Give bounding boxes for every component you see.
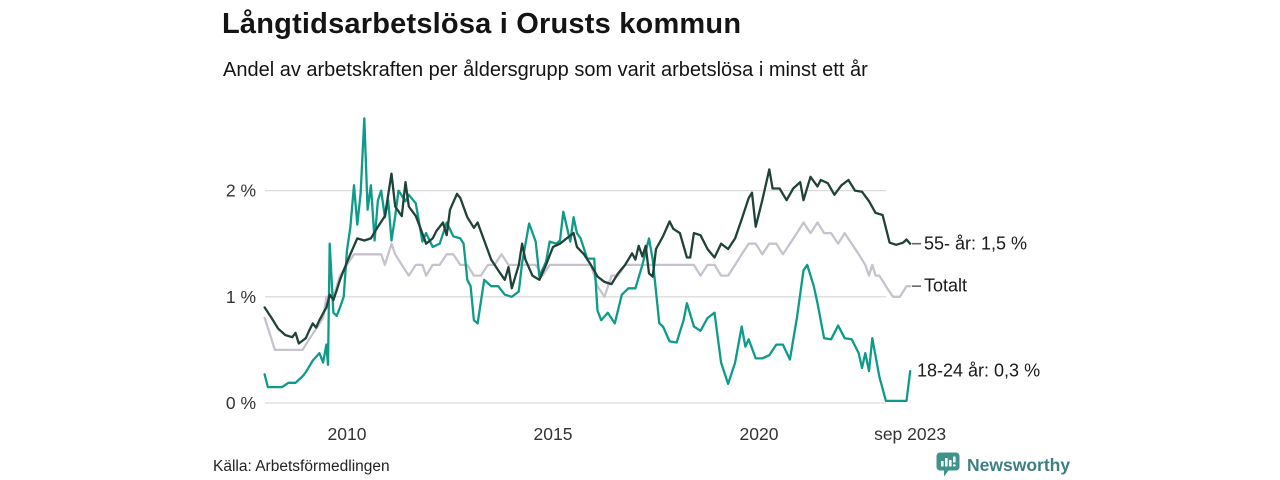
series-end-label-totalt: Totalt [924,275,968,296]
y-tick-label: 1 % [226,287,256,307]
series-line-18-24-r [263,117,912,403]
source-label: Källa: Arbetsförmedlingen [213,458,390,475]
series-end-label-55ar: 55- år: 1,5 % [924,233,1028,254]
y-tick-label: 0 % [226,393,256,413]
series-end-label-18-24ar: 18-24 år: 0,3 % [917,360,1041,381]
series-line-totalt [263,221,912,352]
newsworthy-logo-icon [936,452,960,477]
y-tick-label: 2 % [226,181,256,201]
page-subtitle: Andel av arbetskraften per åldersgrupp s… [223,59,868,81]
x-tick-label: sep 2023 [874,424,946,444]
page-title: Långtidsarbetslösa i Orusts kommun [222,8,742,40]
newsworthy-brand: Newsworthy [936,452,1070,478]
x-tick-label: 2015 [534,424,573,444]
x-tick-label: 2020 [740,424,779,444]
barchart-glyph [941,456,956,467]
x-tick-label: 2010 [328,424,367,444]
series-line-55-r [263,168,912,345]
newsworthy-wordmark: Newsworthy [967,454,1071,475]
